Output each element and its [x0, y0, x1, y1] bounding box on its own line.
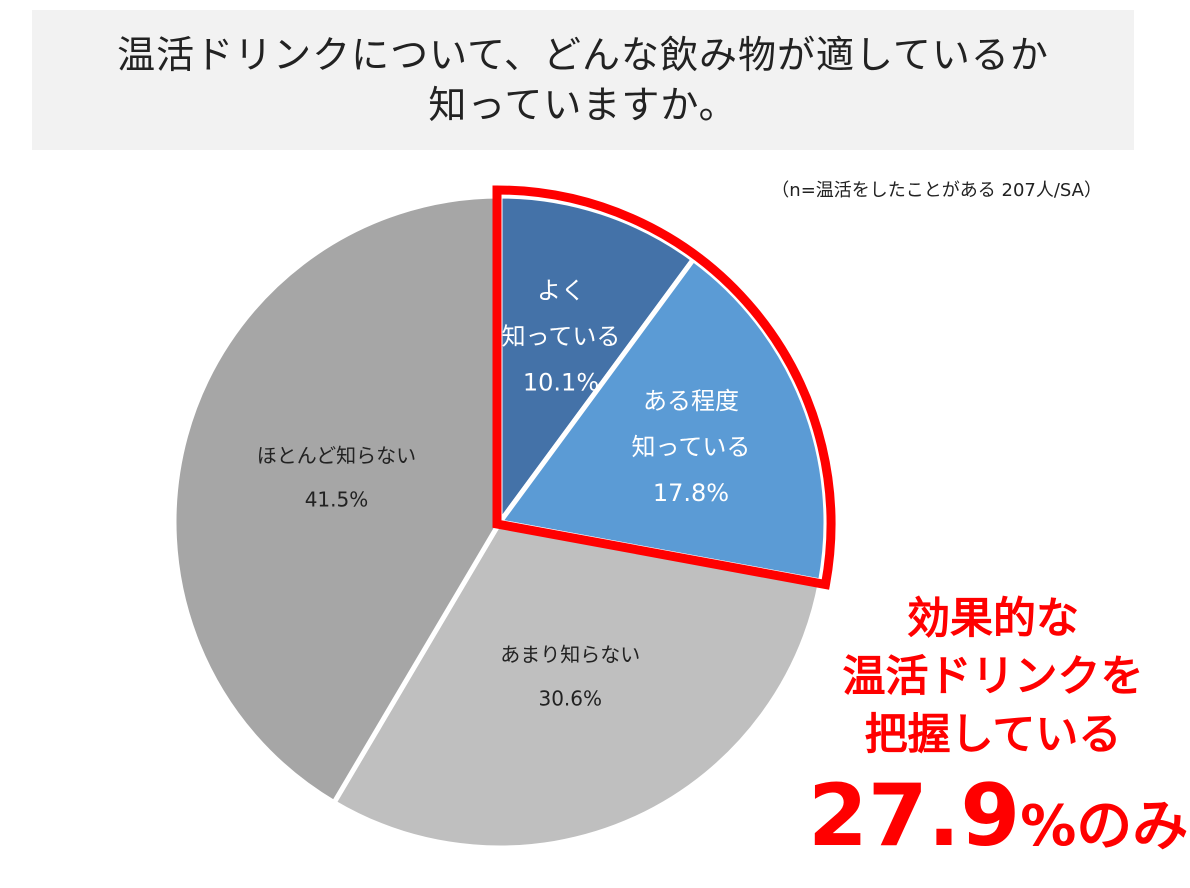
pie-slice-3: [331, 519, 824, 851]
slice-3-value-label: 30.6%: [538, 686, 602, 710]
pie-slice-2: [497, 256, 829, 584]
chart-title-line-1: 温活ドリンクについて、どんな飲み物が適しているか: [117, 33, 1049, 77]
sample-size-note: （n=温活をしたことがある 207人/SA）: [771, 180, 1102, 201]
callout-suffix: %のみ: [1020, 794, 1189, 859]
slice-2-category-label: 知っている: [632, 433, 751, 461]
chart-title-box: 温活ドリンクについて、どんな飲み物が適しているか 知っていますか。: [32, 10, 1134, 150]
callout-line-3: 把握している: [864, 710, 1122, 760]
callout-value: 27.9: [808, 766, 1021, 866]
slice-4-category-label: ほとんど知らない: [257, 443, 416, 467]
highlight-callout: 効果的な 温活ドリンクを 把握している 27.9%のみ: [808, 590, 1188, 888]
callout-figure: 27.9%のみ: [808, 766, 1188, 888]
slice-3-category-label: あまり知らない: [500, 642, 640, 666]
callout-line-2: 温活ドリンクを: [842, 652, 1144, 702]
slice-2-category-label: ある程度: [643, 387, 739, 415]
pie-slice-1: [497, 193, 696, 525]
highlight-outline: [492, 185, 836, 590]
slice-2-value-label: 17.8%: [653, 479, 729, 507]
slice-4-value-label: 41.5%: [305, 487, 369, 511]
slice-1-value-label: 10.1%: [523, 369, 599, 397]
chart-title-line-2: 知っていますか。: [428, 83, 738, 127]
slice-1-category-label: よく: [537, 277, 585, 305]
callout-line-1: 効果的な: [907, 594, 1079, 644]
pie-slice-4: [171, 193, 503, 806]
slice-1-category-label: 知っている: [502, 323, 621, 351]
